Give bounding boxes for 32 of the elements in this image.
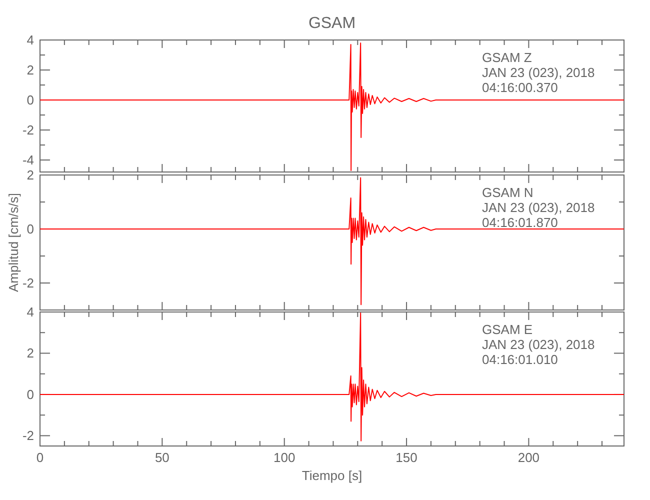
- y-tick-label: -2: [22, 122, 34, 138]
- chart-title: GSAM: [308, 15, 356, 32]
- x-tick-label: 0: [36, 450, 44, 465]
- x-tick-label: 200: [518, 450, 540, 465]
- line-series: [40, 42, 624, 171]
- annotation: 04:16:01.010: [482, 352, 558, 367]
- y-tick-label: -2: [22, 428, 34, 444]
- annotation: GSAM E: [482, 322, 533, 337]
- annotation: GSAM Z: [482, 50, 532, 65]
- x-tick-label: 150: [396, 450, 418, 465]
- y-tick-label: 0: [26, 222, 34, 236]
- x-tick-label: 50: [154, 450, 170, 465]
- x-axis-title: Tiempo [s]: [302, 468, 362, 483]
- annotation: JAN 23 (023), 2018: [482, 337, 595, 352]
- y-tick-label: 4: [26, 304, 34, 320]
- annotation: 04:16:00.370: [482, 80, 558, 95]
- y-tick-label: 2: [26, 346, 34, 361]
- y-tick-label: 4: [26, 32, 34, 48]
- y-axis-title: Amplitud [cm/s/s]: [6, 193, 21, 292]
- y-tick-label: -4: [22, 152, 34, 168]
- y-tick-label: 0: [26, 386, 34, 402]
- line-series: [40, 177, 624, 306]
- x-tick-label: 100: [274, 450, 296, 465]
- y-tick-label: 0: [26, 92, 34, 108]
- annotation: JAN 23 (023), 2018: [482, 200, 595, 215]
- y-tick-label: 2: [26, 62, 34, 78]
- annotation: JAN 23 (023), 2018: [482, 65, 595, 80]
- annotation: GSAM N: [482, 185, 534, 200]
- line-series: [40, 312, 624, 442]
- y-tick-label: -2: [22, 276, 34, 290]
- annotation: 04:16:01.870: [482, 215, 558, 230]
- y-tick-label: 2: [26, 168, 34, 182]
